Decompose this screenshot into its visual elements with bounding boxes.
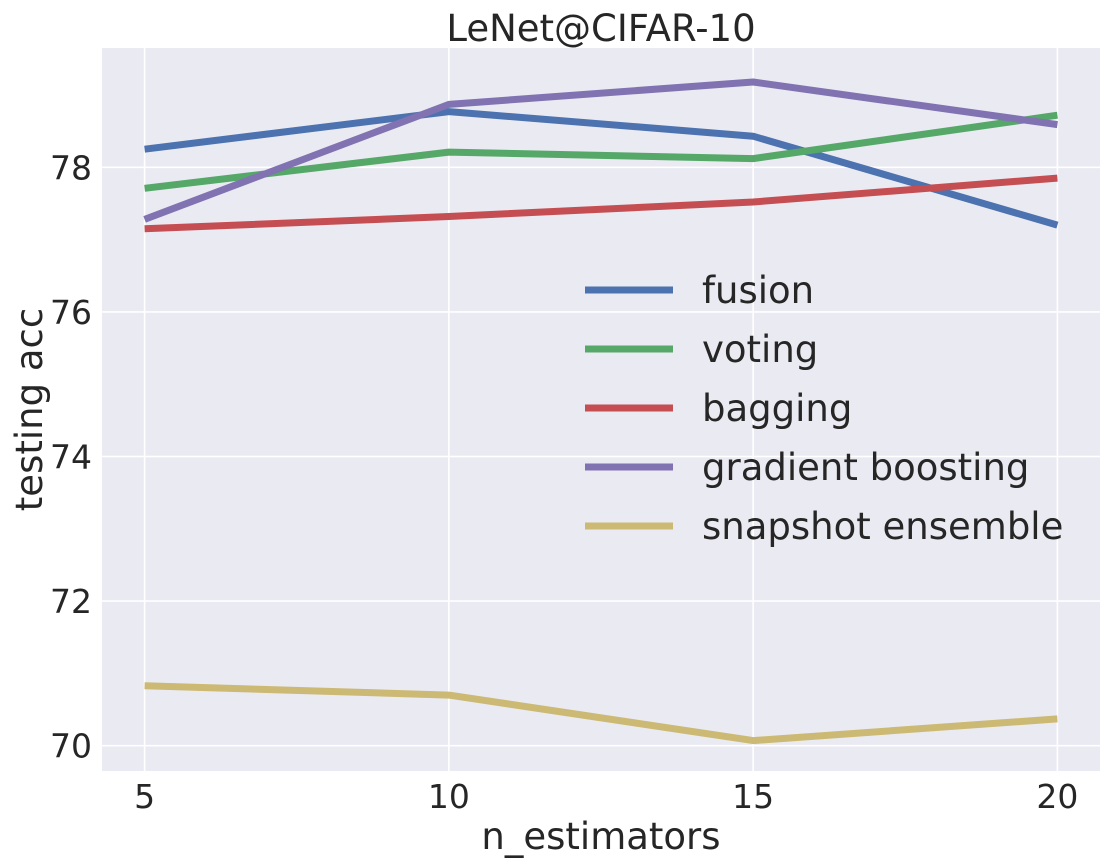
series-line-voting [144,111,1058,192]
legend-label: gradient boosting [702,446,1029,489]
x-tick-label: 15 [732,777,774,816]
grid-lines [102,48,1100,771]
y-tick-label: 76 [50,293,92,332]
legend-label: fusion [702,269,814,312]
legend-label: snapshot ensemble [702,505,1063,548]
series-line-snapshot-ensemble [144,682,1058,745]
legend-label: voting [702,328,818,371]
tick-labels: 5 10 15 20 70 72 74 76 78 [50,148,1078,816]
series-line-gradient-boosting [143,78,1058,223]
y-tick-label: 78 [50,148,92,187]
x-tick-label: 5 [134,777,155,816]
y-tick-label: 70 [50,727,92,766]
y-tick-label: 74 [50,437,92,476]
x-tick-label: 20 [1036,777,1078,816]
series-line-bagging [144,174,1058,233]
y-tick-label: 72 [50,582,92,621]
legend-label: bagging [702,387,852,430]
series-line-fusion [144,108,1059,229]
x-axis-label: n_estimators [481,815,720,858]
chart-title: LeNet@CIFAR-10 [446,7,755,50]
legend: fusion voting bagging gradient boosting snap… [585,269,1063,548]
y-axis-label: testing acc [8,308,51,511]
x-tick-label: 10 [428,777,470,816]
series-lines [143,78,1059,745]
